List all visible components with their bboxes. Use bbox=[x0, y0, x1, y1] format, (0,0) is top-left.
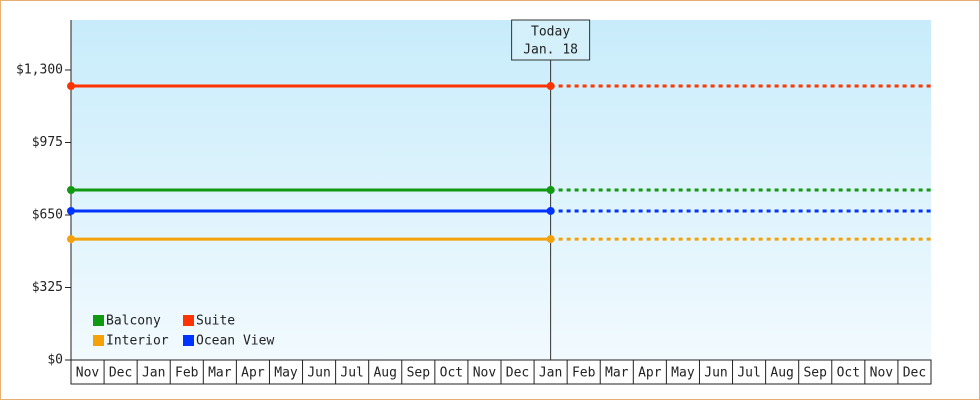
x-tick-label: May bbox=[274, 366, 298, 381]
x-tick-label: Oct bbox=[837, 366, 860, 381]
x-tick-label: Sep bbox=[407, 366, 431, 381]
x-tick-label: Mar bbox=[208, 366, 232, 381]
y-tick-label: $0 bbox=[47, 353, 63, 368]
x-tick-label: Mar bbox=[605, 366, 629, 381]
x-tick-label: Oct bbox=[440, 366, 463, 381]
series-point bbox=[546, 206, 555, 215]
series-point bbox=[546, 235, 555, 244]
x-tick-label: Dec bbox=[109, 366, 132, 381]
legend-swatch bbox=[183, 315, 194, 326]
y-tick-label: $1,300 bbox=[16, 62, 63, 77]
y-tick-label: $975 bbox=[32, 135, 63, 150]
legend-swatch bbox=[93, 315, 104, 326]
series-point bbox=[67, 235, 75, 244]
x-tick-label: Jun bbox=[704, 366, 727, 381]
x-tick-label: Aug bbox=[770, 366, 793, 381]
x-tick-label: Jan bbox=[142, 366, 165, 381]
today-box bbox=[511, 19, 591, 61]
x-tick-label: Feb bbox=[175, 366, 199, 381]
legend-label: Suite bbox=[196, 314, 235, 329]
today-label: Jan. 18 bbox=[523, 43, 578, 58]
y-tick-label: $650 bbox=[32, 207, 63, 222]
legend-label: Interior bbox=[106, 334, 169, 349]
x-tick-label: Dec bbox=[506, 366, 529, 381]
x-tick-label: Apr bbox=[241, 366, 265, 381]
legend-label: Ocean View bbox=[196, 334, 274, 349]
x-tick-label: Nov bbox=[76, 366, 100, 381]
x-tick-label: Jun bbox=[307, 366, 330, 381]
legend-swatch bbox=[183, 335, 194, 346]
series-point bbox=[67, 206, 75, 215]
x-tick-label: Jul bbox=[340, 366, 363, 381]
x-tick-label: Sep bbox=[803, 366, 827, 381]
series-point bbox=[67, 186, 75, 194]
legend-swatch bbox=[93, 335, 104, 346]
legend-label: Balcony bbox=[106, 314, 161, 329]
x-tick-label: Feb bbox=[572, 366, 596, 381]
series-point bbox=[546, 82, 555, 91]
x-tick-label: Dec bbox=[903, 366, 926, 381]
x-tick-label: Apr bbox=[638, 366, 662, 381]
series-point bbox=[67, 82, 75, 91]
x-tick-label: May bbox=[671, 366, 695, 381]
series-point bbox=[546, 186, 555, 194]
x-tick-label: Jul bbox=[737, 366, 760, 381]
y-tick-label: $325 bbox=[32, 280, 63, 295]
x-tick-label: Nov bbox=[473, 366, 497, 381]
today-label: Today bbox=[531, 25, 570, 40]
x-tick-label: Aug bbox=[373, 366, 396, 381]
x-tick-label: Nov bbox=[870, 366, 894, 381]
x-tick-label: Jan bbox=[539, 366, 562, 381]
